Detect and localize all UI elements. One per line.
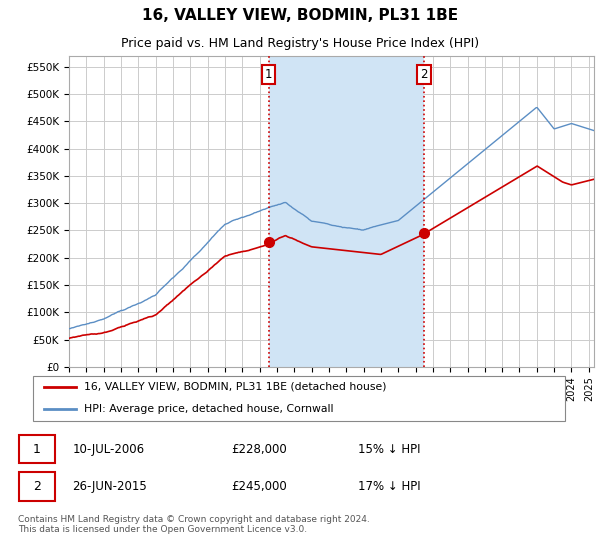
- Text: 16, VALLEY VIEW, BODMIN, PL31 1BE: 16, VALLEY VIEW, BODMIN, PL31 1BE: [142, 8, 458, 23]
- Text: £245,000: £245,000: [231, 480, 287, 493]
- Bar: [269, 56, 424, 367]
- Text: Contains HM Land Registry data © Crown copyright and database right 2024.
This d: Contains HM Land Registry data © Crown c…: [18, 515, 370, 534]
- Text: 26-JUN-2015: 26-JUN-2015: [73, 480, 147, 493]
- Text: 2: 2: [420, 68, 428, 81]
- FancyBboxPatch shape: [19, 472, 55, 501]
- Text: HPI: Average price, detached house, Cornwall: HPI: Average price, detached house, Corn…: [84, 404, 334, 414]
- Text: 15% ↓ HPI: 15% ↓ HPI: [358, 442, 420, 456]
- FancyBboxPatch shape: [33, 376, 565, 421]
- Text: 17% ↓ HPI: 17% ↓ HPI: [358, 480, 420, 493]
- FancyBboxPatch shape: [19, 435, 55, 463]
- Text: 1: 1: [265, 68, 272, 81]
- Text: 10-JUL-2006: 10-JUL-2006: [73, 442, 145, 456]
- Text: 2: 2: [33, 480, 41, 493]
- Text: 1: 1: [33, 442, 41, 456]
- Text: 16, VALLEY VIEW, BODMIN, PL31 1BE (detached house): 16, VALLEY VIEW, BODMIN, PL31 1BE (detac…: [84, 382, 386, 392]
- Text: £228,000: £228,000: [231, 442, 287, 456]
- Text: Price paid vs. HM Land Registry's House Price Index (HPI): Price paid vs. HM Land Registry's House …: [121, 37, 479, 50]
